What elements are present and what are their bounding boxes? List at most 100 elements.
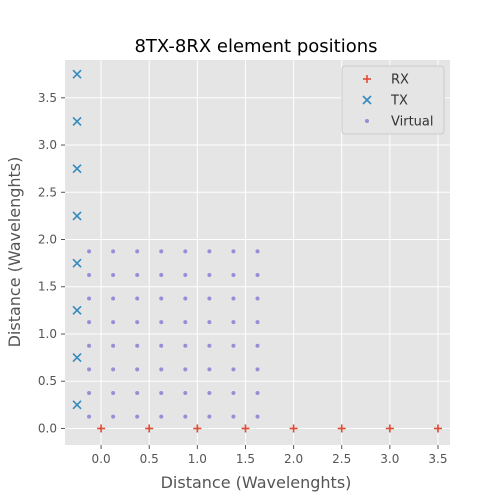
tx-point xyxy=(72,305,82,315)
virtual-point xyxy=(111,391,116,396)
legend-tx-marker xyxy=(362,95,372,105)
x-stroke xyxy=(72,353,82,363)
virtual-point xyxy=(135,391,140,396)
virtual-point xyxy=(183,367,188,372)
y-tick-label: 1.5 xyxy=(38,280,57,294)
rx-point xyxy=(145,424,154,433)
legend: RX TX Virtual xyxy=(341,65,445,135)
rx-point xyxy=(241,424,250,433)
virtual-point xyxy=(183,343,188,348)
virtual-point xyxy=(111,249,116,254)
virtual-point xyxy=(87,249,92,254)
virtual-point xyxy=(207,249,212,254)
virtual-point xyxy=(135,272,140,277)
rx-point xyxy=(433,424,442,433)
x-stroke xyxy=(72,258,82,268)
virtual-point xyxy=(231,414,236,419)
virtual-point xyxy=(111,320,116,325)
tx-point xyxy=(72,164,82,174)
virtual-point xyxy=(255,343,260,348)
virtual-point xyxy=(183,320,188,325)
tx-point xyxy=(72,116,82,126)
legend-label: RX xyxy=(391,73,409,88)
virtual-point xyxy=(255,272,260,277)
virtual-point xyxy=(111,414,116,419)
virtual-point xyxy=(159,249,164,254)
rx-point xyxy=(97,424,106,433)
x-stroke xyxy=(72,164,82,174)
x-stroke xyxy=(72,400,82,410)
chart-title: 8TX-8RX element positions xyxy=(134,36,377,57)
virtual-point xyxy=(255,249,260,254)
x-tick-label: 1.5 xyxy=(236,452,255,466)
virtual-point xyxy=(207,343,212,348)
x-stroke xyxy=(72,69,82,79)
y-tick-label: 2.0 xyxy=(38,233,57,247)
virtual-point xyxy=(231,343,236,348)
x-tick-label: 2.5 xyxy=(332,452,351,466)
virtual-point xyxy=(159,272,164,277)
virtual-point xyxy=(135,320,140,325)
virtual-point xyxy=(159,367,164,372)
virtual-point xyxy=(207,296,212,301)
virtual-point xyxy=(111,272,116,277)
virtual-point xyxy=(111,296,116,301)
virtual-point xyxy=(87,272,92,277)
virtual-point xyxy=(231,296,236,301)
virtual-point xyxy=(159,296,164,301)
virtual-point xyxy=(87,343,92,348)
virtual-point xyxy=(255,367,260,372)
x-tick-labels: 0.0 0.5 1.0 1.5 2.0 2.5 3.0 3.5 xyxy=(92,445,448,466)
y-tick-label: 2.5 xyxy=(38,185,57,199)
virtual-point xyxy=(135,249,140,254)
tx-point xyxy=(72,69,82,79)
virtual-point xyxy=(207,367,212,372)
legend-label: TX xyxy=(390,94,408,109)
virtual-point xyxy=(135,414,140,419)
y-axis-label: Distance (Wavelenghts) xyxy=(5,157,24,348)
y-tick-label: 3.5 xyxy=(38,91,57,105)
virtual-point xyxy=(183,391,188,396)
x-stroke xyxy=(72,305,82,315)
x-tick-label: 0.5 xyxy=(140,452,159,466)
x-stroke xyxy=(362,95,372,105)
virtual-point xyxy=(135,367,140,372)
x-tick-label: 3.5 xyxy=(428,452,447,466)
x-tick-label: 3.0 xyxy=(380,452,399,466)
y-tick-label: 0.0 xyxy=(38,421,57,435)
virtual-point xyxy=(87,296,92,301)
tx-point xyxy=(72,400,82,410)
virtual-point xyxy=(87,367,92,372)
virtual-point xyxy=(111,367,116,372)
rx-point xyxy=(289,424,298,433)
legend-label: Virtual xyxy=(391,115,433,130)
virtual-point xyxy=(255,391,260,396)
x-stroke xyxy=(72,211,82,221)
x-tick-label: 0.0 xyxy=(92,452,111,466)
virtual-point xyxy=(135,296,140,301)
virtual-point xyxy=(255,320,260,325)
virtual-point xyxy=(207,272,212,277)
virtual-point xyxy=(207,391,212,396)
virtual-point xyxy=(231,391,236,396)
virtual-point xyxy=(135,343,140,348)
rx-point xyxy=(337,424,346,433)
virtual-point xyxy=(231,249,236,254)
virtual-point xyxy=(183,249,188,254)
y-tick-label: 3.0 xyxy=(38,138,57,152)
virtual-point xyxy=(159,414,164,419)
data-marks xyxy=(72,69,442,433)
virtual-point xyxy=(111,343,116,348)
y-tick-label: 1.0 xyxy=(38,327,57,341)
tx-point xyxy=(72,211,82,221)
virtual-point xyxy=(159,391,164,396)
virtual-point xyxy=(231,320,236,325)
virtual-point xyxy=(207,320,212,325)
virtual-point xyxy=(255,414,260,419)
virtual-point xyxy=(255,296,260,301)
virtual-point xyxy=(183,296,188,301)
virtual-point xyxy=(183,414,188,419)
x-tick-label: 2.0 xyxy=(284,452,303,466)
x-stroke xyxy=(72,116,82,126)
virtual-point xyxy=(87,414,92,419)
